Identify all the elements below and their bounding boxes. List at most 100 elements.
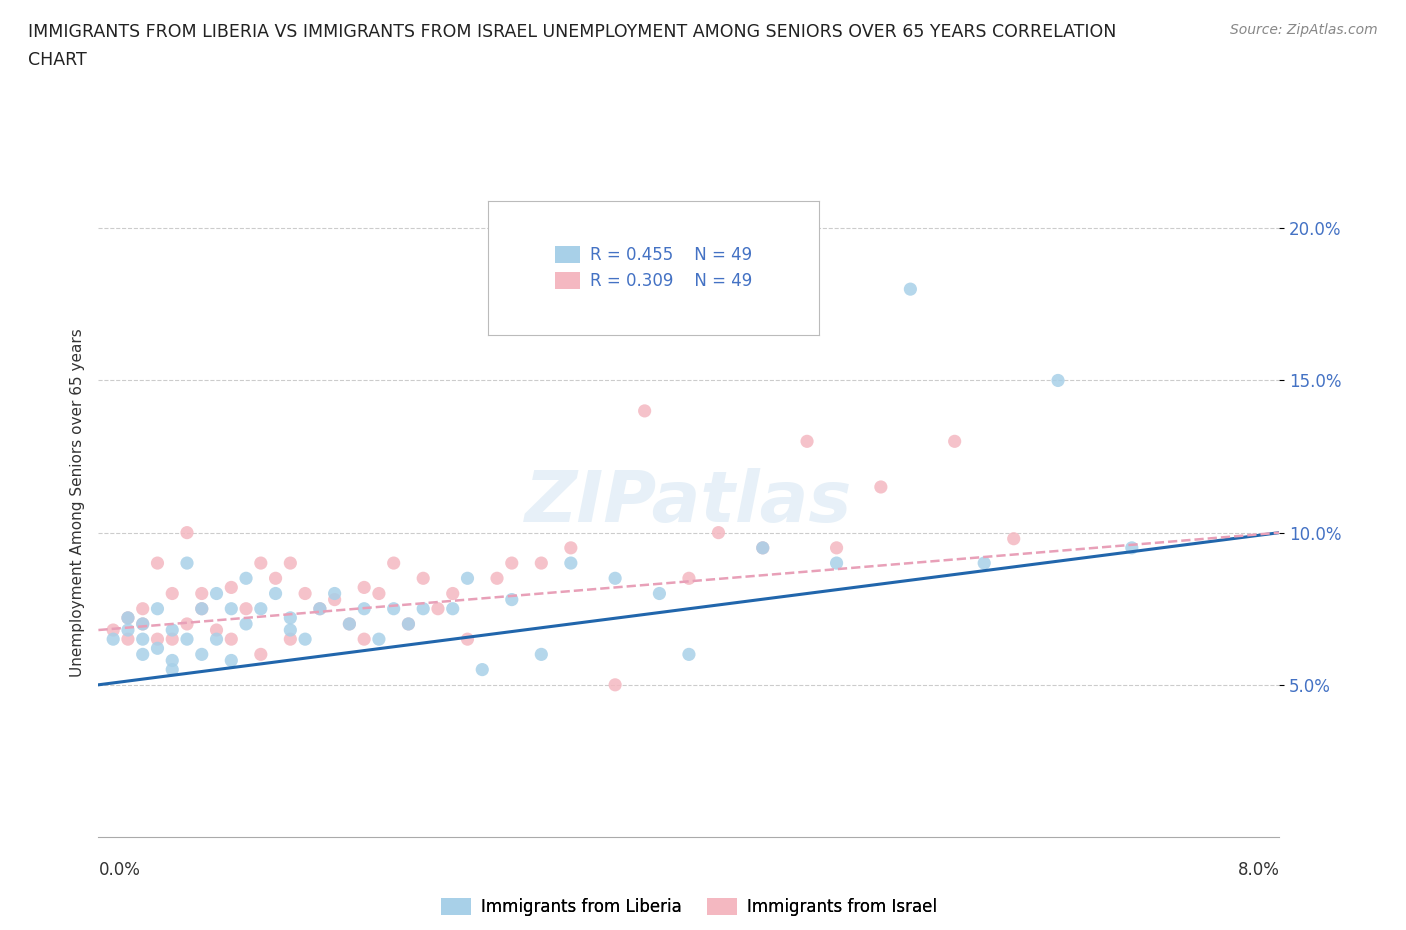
Point [264, 586, 287, 601]
Point [294, 631, 316, 646]
Point [176, 617, 198, 631]
Point [205, 631, 228, 646]
Point [176, 631, 198, 646]
Point [308, 602, 332, 617]
Point [412, 602, 434, 617]
Point [426, 602, 449, 617]
Point [219, 631, 242, 646]
Point [560, 555, 582, 570]
Text: 8.0%: 8.0% [1237, 861, 1279, 880]
Point [648, 586, 671, 601]
Point [250, 647, 273, 662]
Point [353, 602, 375, 617]
Point [235, 602, 257, 617]
Point [146, 555, 169, 570]
Point [176, 525, 198, 540]
Point [396, 617, 419, 631]
Legend: Immigrants from Liberia, Immigrants from Israel: Immigrants from Liberia, Immigrants from… [434, 891, 943, 923]
Point [117, 622, 139, 637]
Point [485, 571, 508, 586]
Point [825, 555, 848, 570]
Point [219, 653, 242, 668]
Point [250, 555, 273, 570]
Point [530, 555, 553, 570]
Point [146, 602, 169, 617]
Point [751, 540, 773, 555]
Point [278, 622, 301, 637]
Point [219, 580, 242, 595]
Text: CHART: CHART [28, 51, 87, 69]
Point [191, 647, 214, 662]
Point [191, 602, 214, 617]
Point [353, 580, 375, 595]
Text: 0.0%: 0.0% [98, 861, 141, 880]
Point [191, 602, 214, 617]
Point [278, 631, 301, 646]
Point [146, 631, 169, 646]
Point [605, 677, 627, 692]
Point [294, 586, 316, 601]
Point [605, 571, 627, 586]
Point [132, 602, 155, 617]
Point [471, 662, 494, 677]
Point [337, 617, 360, 631]
Point [264, 571, 287, 586]
Point [323, 592, 346, 607]
Point [633, 404, 655, 418]
Point [337, 617, 360, 631]
Point [323, 586, 346, 601]
Point [441, 586, 464, 601]
Point [456, 571, 478, 586]
Text: Source: ZipAtlas.com: Source: ZipAtlas.com [1230, 23, 1378, 37]
Point [235, 617, 257, 631]
Point [1002, 531, 1025, 546]
Point [146, 641, 169, 656]
Point [278, 610, 301, 625]
Point [796, 434, 818, 449]
Point [191, 586, 214, 601]
Point [235, 571, 257, 586]
Point [501, 592, 523, 607]
Point [943, 434, 966, 449]
Point [205, 622, 228, 637]
Point [441, 602, 464, 617]
Point [278, 555, 301, 570]
Text: IMMIGRANTS FROM LIBERIA VS IMMIGRANTS FROM ISRAEL UNEMPLOYMENT AMONG SENIORS OVE: IMMIGRANTS FROM LIBERIA VS IMMIGRANTS FR… [28, 23, 1116, 41]
Point [382, 555, 405, 570]
Point [132, 631, 155, 646]
Point [219, 602, 242, 617]
Point [103, 631, 124, 646]
Point [162, 586, 183, 601]
Point [751, 540, 773, 555]
Point [501, 555, 523, 570]
Point [162, 653, 183, 668]
Point [353, 631, 375, 646]
Point [132, 617, 155, 631]
Point [530, 647, 553, 662]
Point [707, 525, 730, 540]
Point [382, 602, 405, 617]
Point [103, 622, 124, 637]
Point [678, 571, 700, 586]
Point [898, 282, 921, 297]
Point [117, 631, 139, 646]
Point [560, 540, 582, 555]
Point [825, 540, 848, 555]
Point [412, 571, 434, 586]
Point [1046, 373, 1069, 388]
Point [678, 647, 700, 662]
Point [162, 631, 183, 646]
Point [117, 610, 139, 625]
Point [973, 555, 995, 570]
Point [396, 617, 419, 631]
Point [162, 622, 183, 637]
Point [132, 647, 155, 662]
Point [308, 602, 332, 617]
Point [176, 555, 198, 570]
Point [162, 662, 183, 677]
Point [250, 602, 273, 617]
Point [1121, 540, 1143, 555]
Text: ZIPatlas: ZIPatlas [526, 468, 852, 537]
Point [367, 586, 389, 601]
Point [117, 610, 139, 625]
